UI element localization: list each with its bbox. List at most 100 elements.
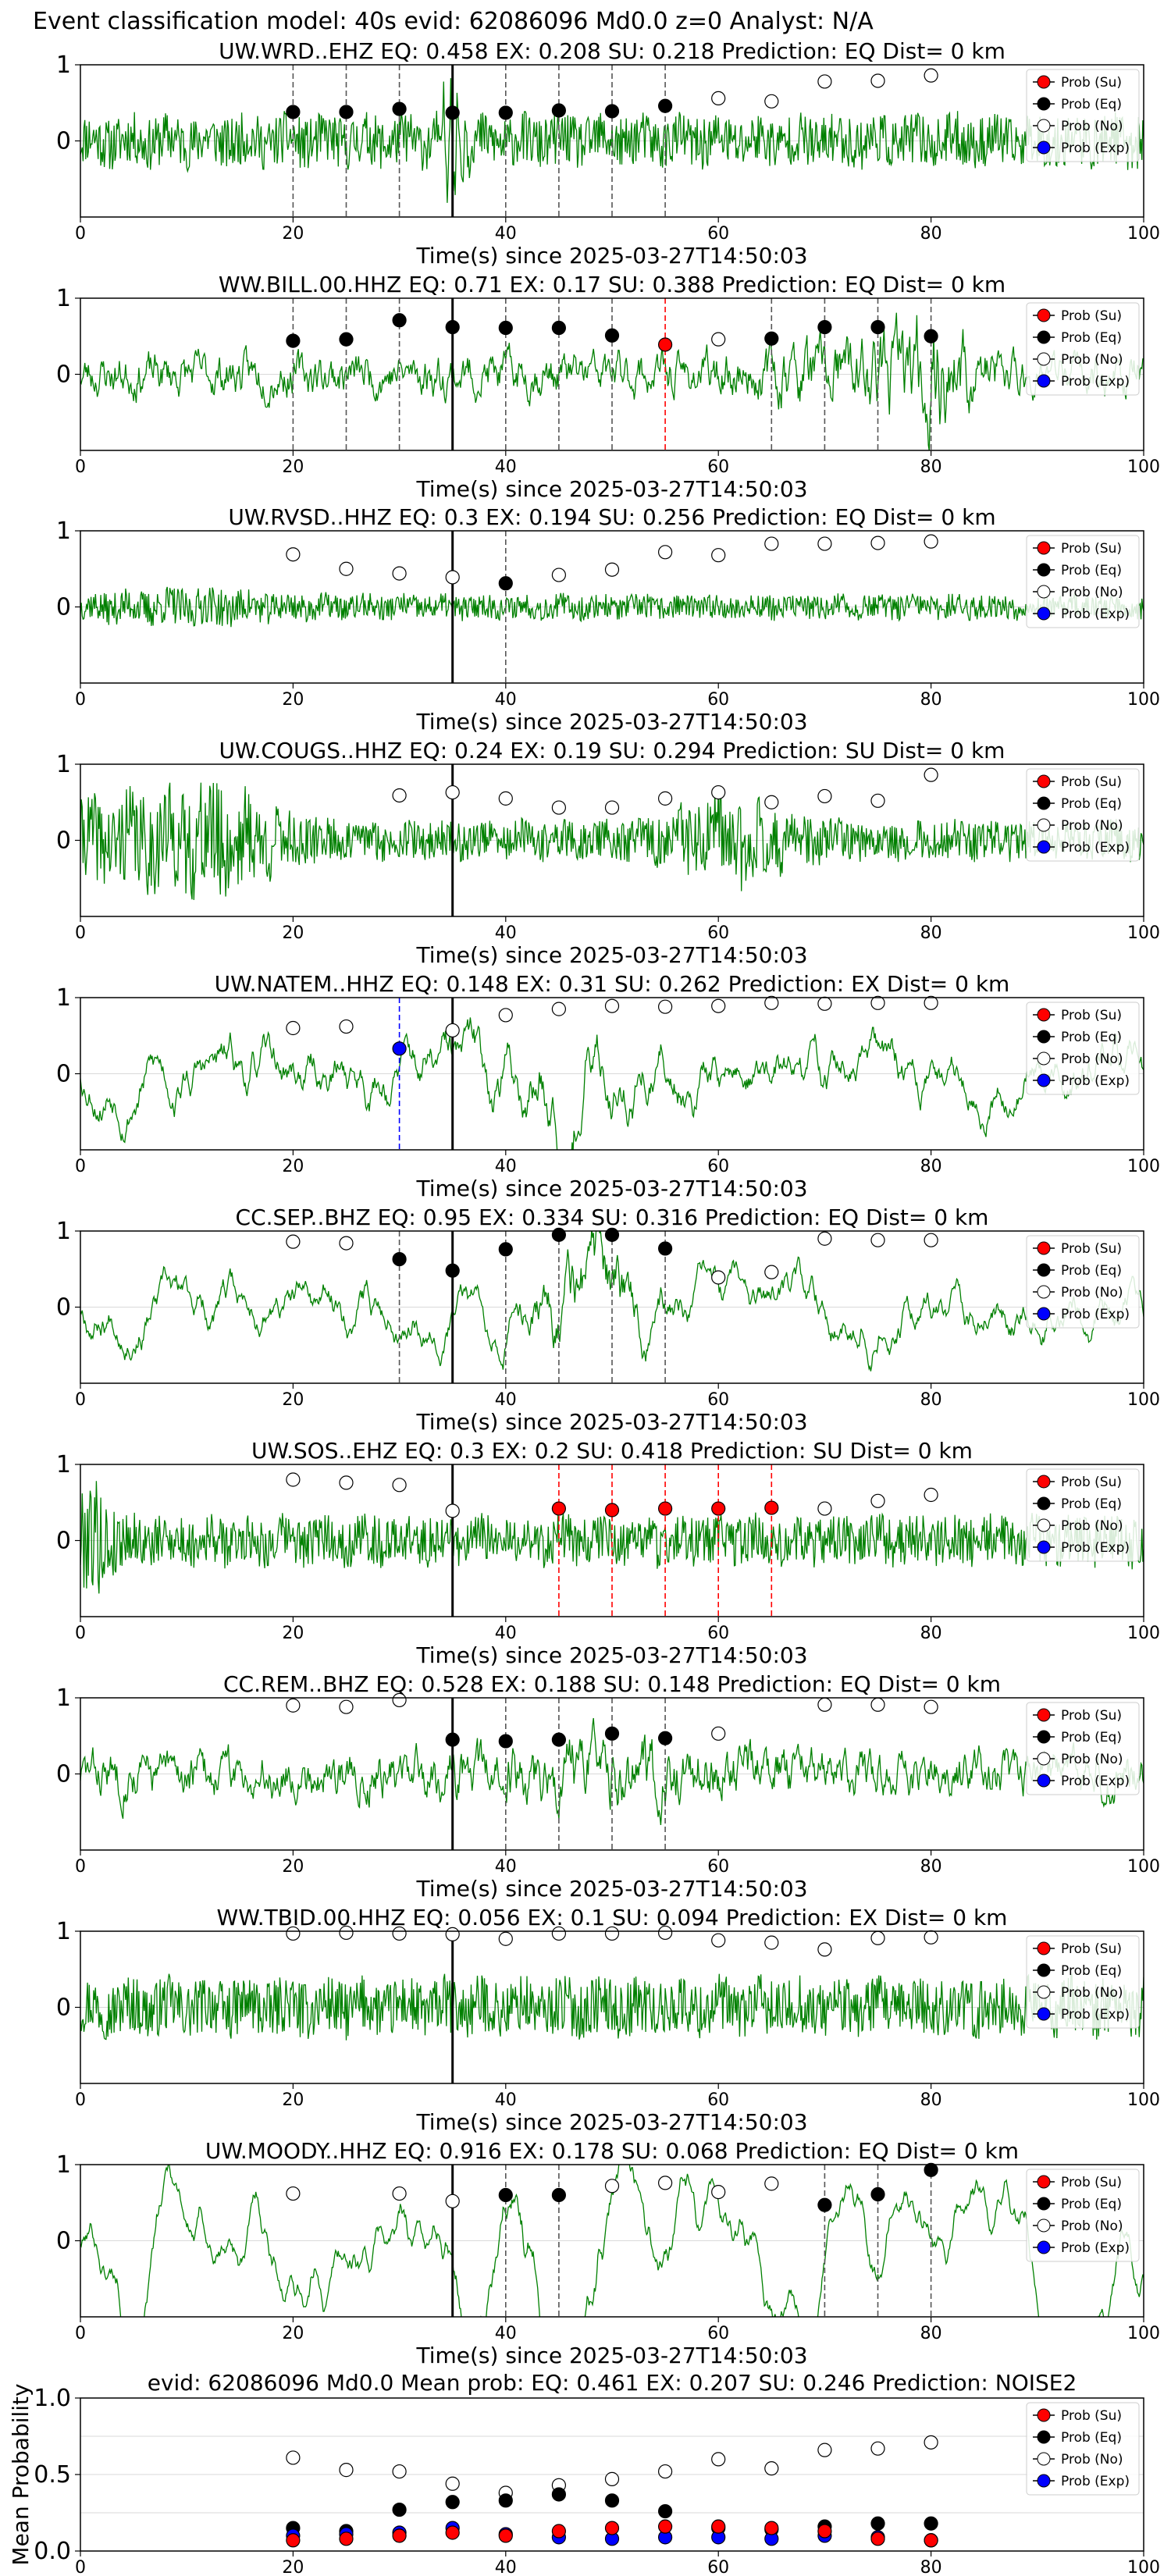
legend-label: Prob (No): [1061, 818, 1123, 834]
prob-marker-eq: [924, 2162, 938, 2177]
legend-box: [1026, 2402, 1140, 2496]
waveform-trace: [80, 312, 1144, 450]
legend-marker-exp: [1037, 2474, 1051, 2488]
x-tick-label: 80: [920, 1390, 942, 1410]
legend-marker-no: [1037, 2218, 1051, 2233]
legend-marker-exp: [1037, 1073, 1051, 1087]
prob-marker-su: [711, 1501, 726, 1516]
prob-marker-eq: [764, 331, 779, 346]
legend-box: [1026, 69, 1140, 162]
x-tick-label: 20: [282, 2090, 304, 2110]
mean-prob-marker-no: [286, 2450, 301, 2465]
prob-marker-no: [445, 570, 460, 585]
prob-marker-no: [445, 2194, 460, 2208]
x-tick-label: 60: [707, 1390, 729, 1410]
prob-marker-no: [764, 1265, 779, 1279]
prob-marker-no: [551, 568, 567, 582]
legend-marker-su: [1037, 1008, 1051, 1022]
mean-prob-marker-eq: [445, 2495, 460, 2510]
x-tick-label: 0: [75, 2324, 86, 2343]
waveform-trace: [80, 1481, 1144, 1594]
x-tick-label: 80: [920, 690, 942, 710]
x-tick-label: 40: [495, 457, 517, 477]
waveform-panel: WW.BILL.00.HHZ EQ: 0.71 EX: 0.17 SU: 0.3…: [56, 272, 1160, 502]
legend-label: Prob (Su): [1061, 774, 1122, 790]
x-tick-label: 100: [1127, 1624, 1160, 1643]
prob-marker-no: [657, 999, 673, 1014]
panel-title: CC.SEP..BHZ EQ: 0.95 EX: 0.334 SU: 0.316…: [236, 1204, 989, 1230]
mean-prob-marker-eq: [657, 2503, 673, 2519]
x-tick-label: 0: [75, 1390, 86, 1410]
x-tick-label: 0: [75, 1157, 86, 1176]
legend-marker-no: [1037, 2452, 1051, 2466]
x-tick-label: 40: [495, 923, 517, 943]
prob-marker-no: [711, 1270, 726, 1285]
y-tick-label: 1: [56, 518, 71, 545]
prob-marker-no: [924, 1930, 938, 1944]
prob-marker-no: [764, 536, 779, 551]
legend-label: Prob (Su): [1061, 1241, 1122, 1257]
legend-marker-exp: [1037, 1307, 1051, 1321]
prob-marker-no: [392, 1478, 407, 1493]
legend-label: Prob (Su): [1061, 2408, 1122, 2424]
prob-marker-no: [498, 1931, 513, 1946]
prob-marker-eq: [924, 329, 938, 343]
legend-marker-eq: [1037, 1496, 1051, 1510]
legend-marker-eq: [1037, 97, 1051, 111]
panels: UW.WRD..EHZ EQ: 0.458 EX: 0.208 SU: 0.21…: [8, 38, 1160, 2576]
y-tick-label: 0: [56, 1994, 71, 2022]
prob-marker-eq: [339, 332, 354, 347]
x-tick-label: 100: [1127, 923, 1160, 943]
x-tick-label: 100: [1127, 1157, 1160, 1176]
panel-title: WW.BILL.00.HHZ EQ: 0.71 EX: 0.17 SU: 0.3…: [219, 272, 1005, 297]
legend-box: [1026, 1935, 1140, 2029]
legend-label: Prob (Eq): [1061, 2197, 1122, 2212]
prob-marker-no: [657, 1925, 673, 1941]
legend-marker-exp: [1037, 141, 1051, 155]
panel-title: UW.MOODY..HHZ EQ: 0.916 EX: 0.178 SU: 0.…: [205, 2138, 1019, 2164]
mean-prob-marker-no: [445, 2476, 460, 2491]
prob-marker-no: [711, 2185, 726, 2200]
mean-prob-marker-su: [817, 2524, 832, 2539]
prob-marker-exp: [392, 1041, 407, 1056]
prob-marker-eq: [551, 2187, 567, 2203]
y-tick-label: 0: [56, 1761, 71, 1788]
x-tick-label: 20: [282, 1390, 304, 1410]
panel-title: evid: 62086096 Md0.0 Mean prob: EQ: 0.46…: [148, 2370, 1077, 2396]
prob-marker-eq: [498, 576, 513, 591]
legend-label: Prob (Exp): [1061, 1307, 1130, 1322]
prob-marker-eq: [498, 105, 513, 120]
x-tick-label: 80: [920, 1857, 942, 1877]
waveform-panel: UW.NATEM..HHZ EQ: 0.148 EX: 0.31 SU: 0.2…: [56, 971, 1160, 1201]
legend-marker-no: [1037, 119, 1051, 133]
prob-marker-no: [286, 547, 301, 562]
x-axis-label: Time(s) since 2025-03-27T14:50:03: [415, 942, 807, 968]
mean-prob-marker-su: [711, 2519, 726, 2534]
legend-box: [1026, 1235, 1140, 1329]
panel-title: UW.WRD..EHZ EQ: 0.458 EX: 0.208 SU: 0.21…: [219, 38, 1005, 64]
y-tick-label: 0: [56, 1294, 71, 1322]
mean-prob-marker-su: [339, 2532, 354, 2546]
prob-marker-eq: [392, 313, 407, 328]
legend-marker-su: [1037, 1708, 1051, 1722]
prob-marker-no: [286, 1020, 301, 1036]
legend-marker-eq: [1037, 1030, 1051, 1044]
x-tick-label: 20: [282, 923, 304, 943]
waveform-trace: [80, 1017, 1144, 1150]
panel-title: UW.SOS..EHZ EQ: 0.3 EX: 0.2 SU: 0.418 Pr…: [251, 1438, 973, 1464]
mean-prob-marker-no: [817, 2443, 832, 2457]
mean-prob-marker-eq: [870, 2516, 885, 2531]
prob-marker-no: [764, 1935, 779, 1950]
legend-label: Prob (Exp): [1061, 2474, 1130, 2489]
x-tick-label: 0: [75, 1857, 86, 1877]
legend-label: Prob (Su): [1061, 75, 1122, 91]
legend-label: Prob (Eq): [1061, 796, 1122, 812]
x-tick-label: 40: [495, 1624, 517, 1643]
prob-marker-no: [924, 1233, 938, 1247]
x-tick-label: 100: [1127, 457, 1160, 477]
x-axis-label: Time(s) since 2025-03-27T14:50:03: [415, 1642, 807, 1668]
legend-box: [1026, 768, 1140, 862]
prob-marker-eq: [445, 319, 460, 335]
legend-marker-no: [1037, 818, 1051, 832]
prob-marker-no: [392, 1926, 407, 1941]
